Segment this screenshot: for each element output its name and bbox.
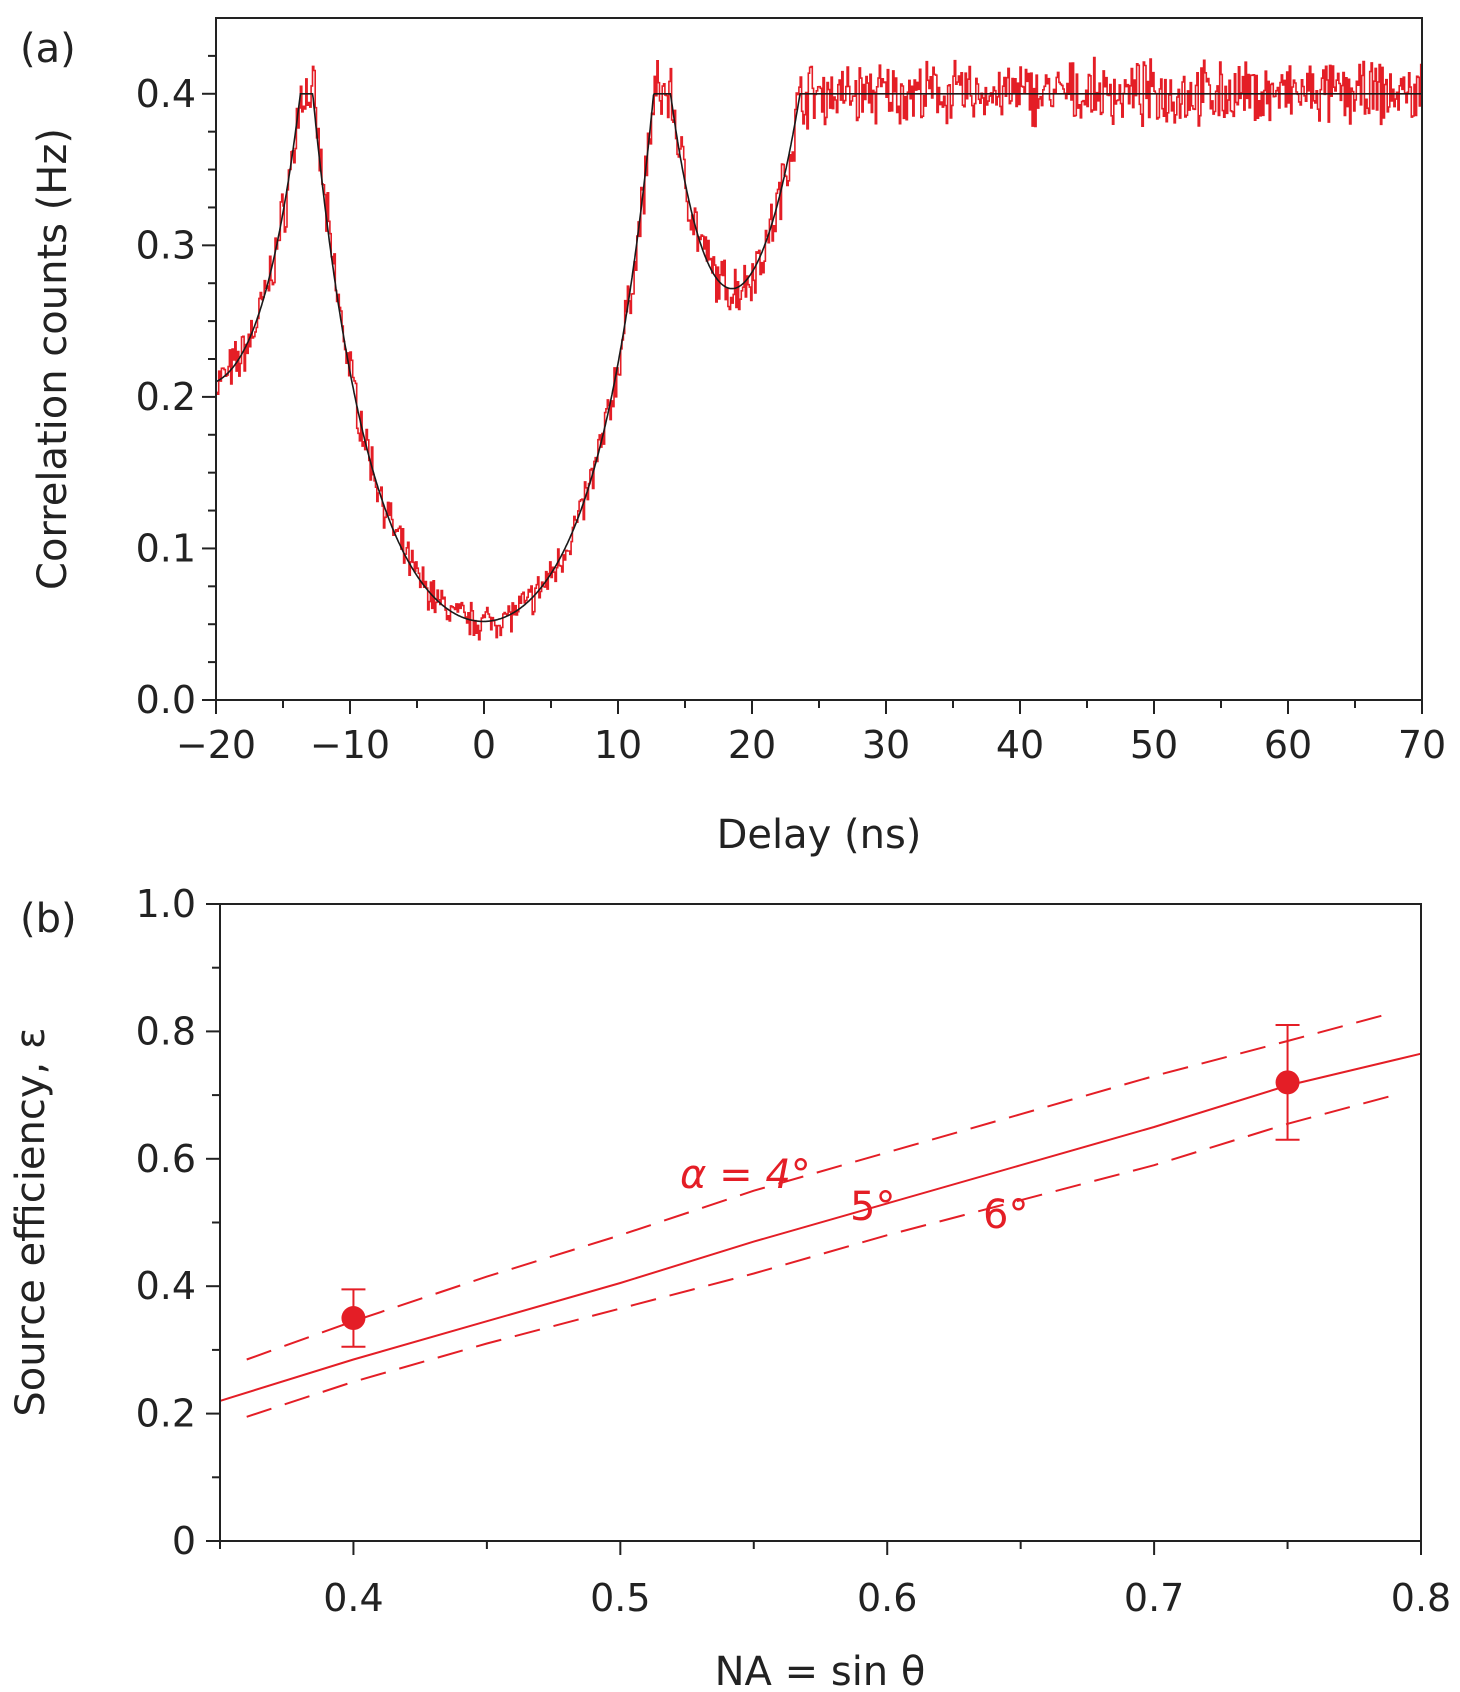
x-tick-label: 50 [1130,723,1178,767]
panel-a-y-axis-label: Correlation counts (Hz) [30,128,76,590]
y-tick-label: 0.1 [136,526,196,570]
x-tick-label: 30 [862,723,910,767]
panel-b-y-axis-label: Source efficiency, ε [8,1027,54,1416]
panel-b: (b) 0.4 0.5 0.6 0.7 0.8 0 0.2 0.4 0.6 0.8 1.0 α =… [8,882,1451,1692]
fit-line [215,93,1422,623]
y-tick-label: 0.2 [136,375,196,419]
measured-histogram [216,56,1423,641]
panel-b-x-axis-label: NA = sin θ [715,1649,926,1692]
x-tick-label: 0 [472,723,496,767]
panel-b-y-ticks: 0 0.2 0.4 0.6 0.8 1.0 [136,882,220,1563]
x-tick-label: −20 [176,723,256,767]
y-tick-label: 0.0 [136,678,196,722]
curve-5deg [219,1052,1422,1402]
panel-b-label: (b) [20,896,77,942]
y-tick-label: 0.2 [136,1392,196,1436]
y-tick-label: 0 [172,1519,196,1563]
panel-a: (a) −20 −10 0 10 20 30 40 50 60 70 0.00.10.20.30.… [20,17,1446,858]
curve-label-4deg: α = 4° [680,1152,811,1198]
y-tick-label: 0.6 [136,1137,196,1181]
panel-a-data [215,56,1423,641]
x-tick-label: 0.5 [590,1576,650,1620]
x-tick-label: 70 [1398,723,1446,767]
panel-a-x-axis-label: Delay (ns) [717,812,922,858]
curve-6deg [246,1094,1395,1418]
x-tick-label: −10 [310,723,390,767]
x-tick-label: 10 [594,723,642,767]
panel-a-x-ticks: −20 −10 0 10 20 30 40 50 60 70 [176,700,1446,767]
curve-label-5deg: 5° [850,1184,895,1230]
x-tick-label: 0.6 [857,1576,917,1620]
panel-b-x-ticks: 0.4 0.5 0.6 0.7 0.8 [219,1541,1451,1620]
x-tick-label: 60 [1264,723,1312,767]
data-point [1275,1070,1300,1095]
data-point [341,1306,366,1331]
panel-a-frame [215,17,1423,701]
curve-label-6deg: 6° [983,1192,1028,1238]
panel-a-y-ticks: 0.0 0.1 0.2 0.3 0.4 [136,54,216,722]
panel-b-data [219,1011,1422,1418]
y-tick-label: 0.8 [136,1009,196,1053]
y-tick-label: 0.4 [136,72,196,116]
x-tick-label: 20 [728,723,776,767]
curve-4deg [246,1011,1395,1361]
y-tick-label: 1.0 [136,882,196,926]
x-tick-label: 0.8 [1391,1576,1451,1620]
y-tick-label: 0.3 [136,223,196,267]
x-tick-label: 0.7 [1124,1576,1184,1620]
x-tick-label: 40 [996,723,1044,767]
y-tick-label: 0.4 [136,1264,196,1308]
panel-a-label: (a) [20,26,76,72]
x-tick-label: 0.4 [323,1576,383,1620]
